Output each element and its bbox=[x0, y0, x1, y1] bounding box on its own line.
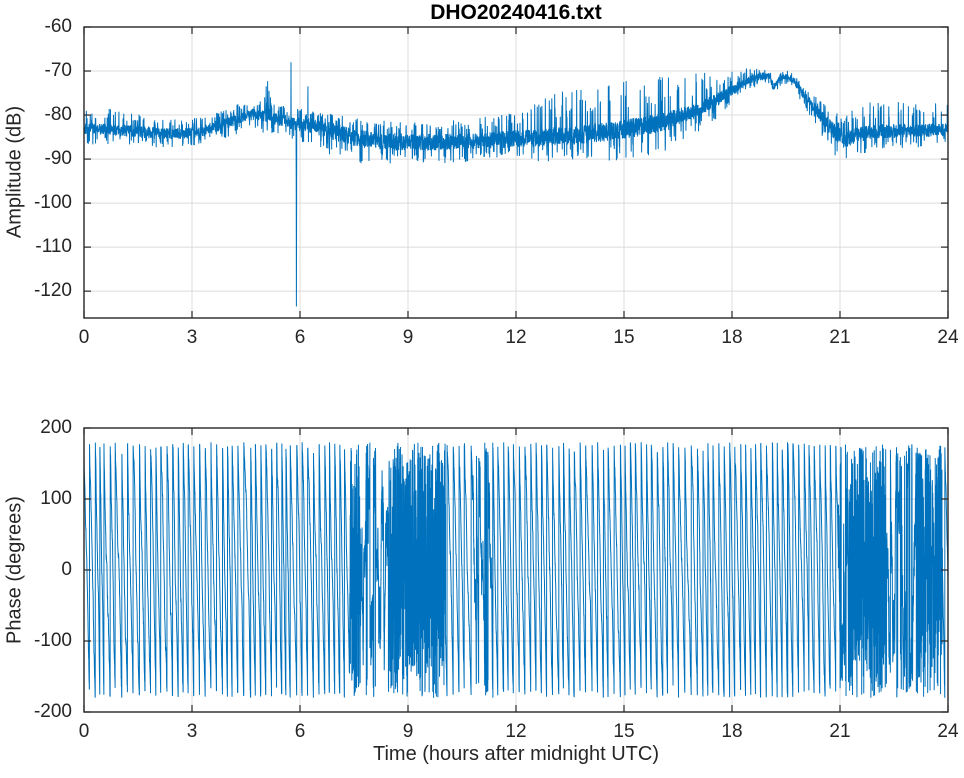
x-tick-label: 0 bbox=[78, 721, 90, 742]
x-tick-label: 9 bbox=[402, 721, 414, 742]
figure-title: DHO20240416.txt bbox=[430, 1, 602, 24]
x-tick-label: 21 bbox=[829, 721, 851, 742]
x-tick-label: 24 bbox=[937, 721, 959, 742]
y-tick-label: 0 bbox=[61, 559, 72, 580]
y-tick-label: -90 bbox=[44, 148, 72, 170]
x-tick-label: 6 bbox=[294, 721, 306, 742]
x-tick-label: 9 bbox=[402, 327, 414, 348]
y-tick-label: -70 bbox=[44, 60, 72, 82]
y-tick-label: -100 bbox=[33, 630, 72, 651]
x-tick-label: 18 bbox=[721, 327, 743, 348]
time-x-axis-label: Time (hours after midnight UTC) bbox=[373, 743, 659, 765]
y-tick-label: -80 bbox=[44, 104, 72, 126]
y-tick-label: -100 bbox=[33, 192, 72, 214]
y-tick-label: -110 bbox=[35, 236, 72, 258]
y-tick-label: -120 bbox=[33, 280, 72, 302]
x-tick-label: 18 bbox=[721, 721, 743, 742]
y-tick-label: 200 bbox=[40, 417, 72, 438]
y-tick-label: -200 bbox=[33, 701, 72, 722]
x-tick-label: 15 bbox=[613, 327, 635, 348]
y-tick-label: -60 bbox=[44, 16, 72, 37]
y-tick-label: 100 bbox=[40, 488, 72, 509]
x-tick-label: 12 bbox=[505, 721, 527, 742]
x-tick-label: 12 bbox=[505, 327, 527, 348]
x-tick-label: 24 bbox=[937, 327, 959, 348]
x-tick-label: 15 bbox=[613, 721, 635, 742]
x-tick-label: 0 bbox=[78, 327, 90, 348]
x-tick-label: 21 bbox=[829, 327, 851, 348]
x-tick-label: 3 bbox=[186, 327, 198, 348]
x-tick-label: 6 bbox=[294, 327, 306, 348]
x-tick-label: 3 bbox=[186, 721, 198, 742]
